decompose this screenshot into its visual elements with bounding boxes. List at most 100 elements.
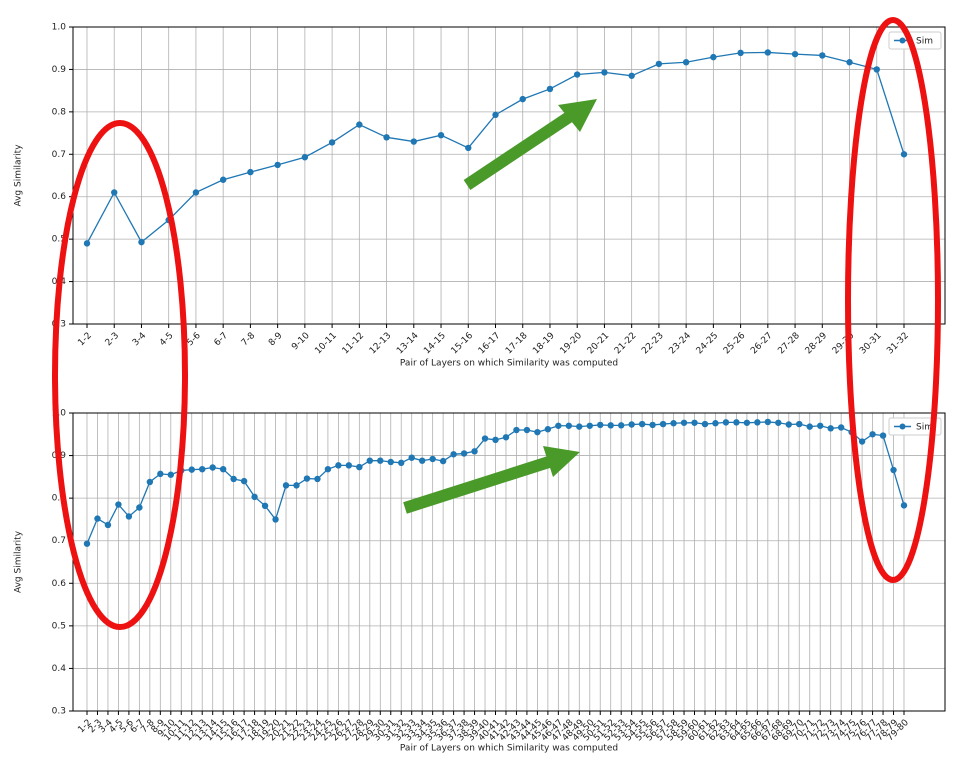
annotations [52, 17, 941, 630]
x-tick-label: 20-21 [586, 331, 612, 357]
data-point [356, 463, 363, 471]
y-tick-label: 0.4 [52, 664, 67, 674]
y-axis-label: Avg Similarity [14, 530, 24, 593]
data-point [251, 493, 258, 501]
data-point [565, 422, 573, 429]
y-tick-label: 0.7 [52, 150, 66, 160]
x-tick-label: 28-29 [804, 331, 830, 357]
data-point [146, 478, 154, 486]
x-tick-label: 8-9 [267, 331, 285, 349]
highlight-ellipse [52, 120, 188, 630]
data-point [247, 168, 254, 176]
data-point [199, 465, 206, 473]
data-point [115, 501, 122, 508]
data-point [138, 238, 145, 246]
x-tick-label: 6-7 [213, 331, 230, 348]
legend-label: Sim [916, 423, 933, 433]
data-point [743, 419, 751, 426]
data-point [167, 471, 174, 478]
data-point [410, 138, 417, 145]
data-point [328, 139, 336, 146]
data-point [230, 475, 237, 483]
data-point [890, 466, 897, 474]
y-axis-label: Avg Similarity [14, 144, 24, 207]
data-point [597, 421, 604, 429]
axes-frame [72, 412, 946, 712]
highlight-ellipse [845, 17, 941, 583]
data-point [682, 59, 690, 66]
data-point [775, 419, 782, 426]
legend-marker [899, 423, 906, 430]
data-point [502, 434, 510, 441]
data-point [293, 482, 300, 489]
x-tick-label: 17-18 [504, 331, 530, 357]
data-point [450, 451, 457, 458]
data-point [136, 504, 143, 511]
data-point [796, 420, 803, 428]
trend-arrow [463, 99, 597, 190]
x-tick-label: 14-15 [422, 331, 448, 357]
data-point [576, 423, 583, 430]
data-point [219, 176, 227, 183]
legend-box [888, 417, 942, 436]
data-point [617, 422, 625, 429]
data-point [282, 482, 290, 489]
legend-marker [899, 37, 906, 44]
data-point [481, 435, 489, 442]
data-point [324, 465, 332, 473]
x-tick-label: 30-31 [858, 331, 884, 357]
data-point [471, 448, 478, 455]
data-point [398, 459, 405, 467]
x-tick-label: 21-22 [613, 331, 639, 357]
data-point [83, 540, 91, 547]
data-point [827, 425, 834, 432]
y-tick-label: 1.0 [52, 23, 67, 33]
data-point [791, 50, 799, 58]
data-point [680, 419, 688, 426]
data-point [429, 455, 436, 463]
data-point [460, 450, 468, 457]
data-point [261, 502, 269, 510]
legend-label: Sim [916, 37, 933, 47]
data-point [104, 521, 112, 529]
data-point [492, 111, 499, 119]
data-point [607, 422, 614, 429]
data-point [356, 121, 363, 128]
data-point [111, 189, 118, 196]
data-point [465, 144, 472, 152]
plot-area [73, 413, 945, 711]
trend-arrow [403, 446, 580, 514]
data-point [383, 134, 390, 141]
y-tick-label: 0.5 [52, 235, 66, 245]
x-tick-label: 7-8 [240, 331, 258, 349]
data-point [764, 49, 772, 56]
x-tick-label: 11-12 [341, 331, 367, 357]
data-point [586, 422, 593, 429]
x-axis-label: Pair of Layers on which Similarity was c… [400, 359, 618, 369]
x-axis-label: Pair of Layers on which Similarity was c… [400, 744, 618, 754]
x-tick-label: 31-32 [885, 331, 911, 357]
data-point [655, 60, 663, 68]
data-point [601, 69, 608, 76]
data-point [377, 457, 384, 464]
data-point [240, 477, 248, 485]
data-point [837, 424, 845, 431]
data-point [710, 53, 717, 61]
x-tick-label: 26-27 [749, 331, 775, 357]
plot-area [73, 27, 945, 324]
data-point [722, 419, 730, 426]
y-tick-label: 0.8 [52, 107, 67, 117]
x-tick-label: 3-4 [131, 331, 149, 349]
data-point [806, 423, 813, 430]
data-point [418, 457, 426, 464]
x-tick-label: 19-20 [559, 331, 585, 357]
data-point [272, 516, 279, 523]
data-point [873, 66, 880, 73]
x-tick-label: 12-13 [368, 331, 394, 357]
data-point [209, 464, 216, 471]
data-point [439, 457, 447, 465]
data-point [764, 418, 772, 426]
x-tick-label: 13-14 [395, 331, 421, 357]
